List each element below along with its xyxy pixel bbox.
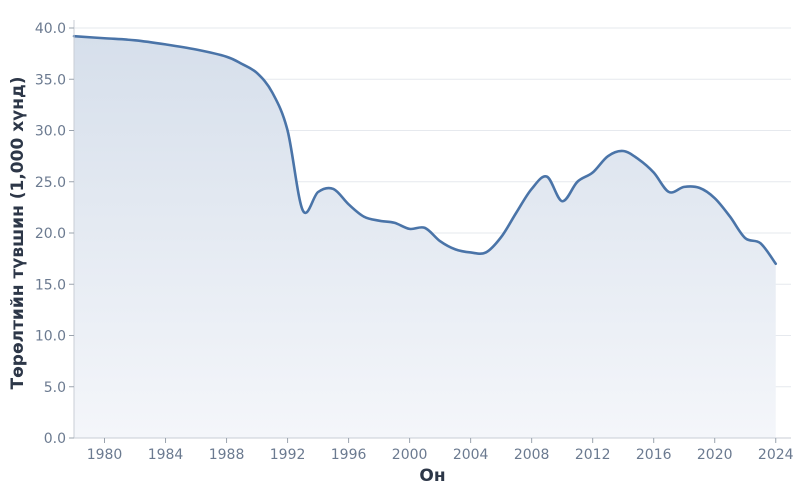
x-axis-ticks: 1980 1984 1988 1992 1996 2000 2004 2008 2012 2016… [87, 438, 794, 463]
y-tick-label: 35.0 [35, 72, 66, 88]
area-fill-layer [72, 34, 778, 438]
y-tick-label: 20.0 [35, 226, 66, 242]
x-tick-label: 2012 [575, 447, 611, 463]
series-area-fill [74, 36, 776, 438]
y-tick-label: 30.0 [35, 124, 66, 140]
x-tick-label: 1984 [148, 447, 184, 463]
axes [73, 20, 791, 439]
x-tick-label: 1992 [270, 447, 306, 463]
x-tick-label: 2024 [758, 447, 794, 463]
y-tick-label: 10.0 [35, 329, 66, 345]
series-line [72, 34, 778, 266]
x-tick-label: 2004 [453, 447, 489, 463]
x-tick-label: 1980 [87, 447, 123, 463]
x-tick-label: 2016 [636, 447, 672, 463]
y-tick-label: 25.0 [35, 175, 66, 191]
x-tick-label: 1988 [209, 447, 245, 463]
y-tick-label: 0.0 [44, 431, 66, 447]
y-axis-title: Төрөлтийн түвшин (1,000 хүнд) [8, 77, 28, 390]
x-tick-label: 2008 [514, 447, 550, 463]
x-tick-label: 2000 [392, 447, 428, 463]
x-tick-label: 1996 [331, 447, 367, 463]
y-tick-label: 40.0 [35, 21, 66, 37]
y-tick-label: 15.0 [35, 277, 66, 293]
x-tick-label: 2020 [697, 447, 733, 463]
x-axis-title: Он [419, 466, 445, 486]
y-tick-label: 5.0 [44, 380, 66, 396]
y-axis-ticks: 0.0 5.0 10.0 15.0 20.0 25.0 30.0 35.0 40.0 [35, 21, 74, 447]
